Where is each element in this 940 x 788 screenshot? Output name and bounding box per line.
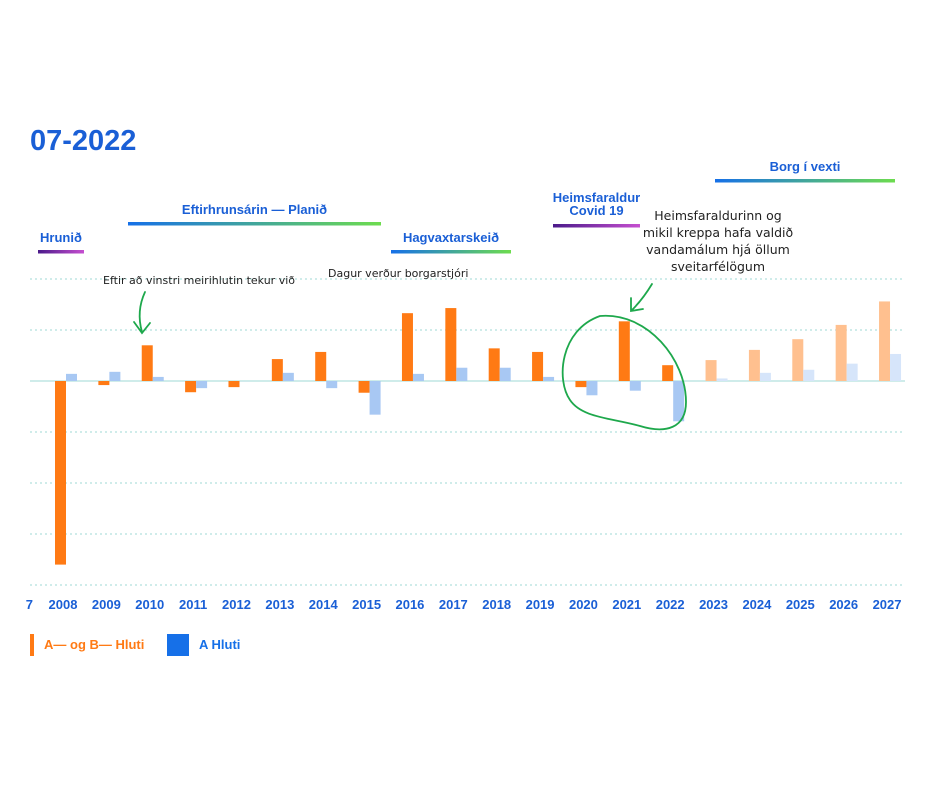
x-tick-label: 2021: [612, 597, 641, 612]
bar-a-og-b-hluti-2017: [445, 308, 457, 381]
bar-a-hluti-2015: [369, 381, 381, 415]
bar-a-og-b-hluti-2014: [315, 351, 327, 381]
x-tick-label: 7: [26, 597, 33, 612]
bar-a-hluti-2016: [412, 373, 424, 381]
x-tick-label: 2008: [49, 597, 78, 612]
x-tick-label: 2009: [92, 597, 121, 612]
annotation-layer: Eftir að vinstri meirihlutin tekur við Da…: [103, 208, 793, 431]
x-tick-label: 2014: [309, 597, 339, 612]
bar-a-og-b-hluti-2015: [358, 381, 370, 393]
bar-a-hluti-2013: [282, 372, 294, 381]
annotation-text: Eftir að vinstri meirihlutin tekur við: [103, 274, 295, 287]
bar-a-hluti-2008: [66, 373, 77, 381]
annotation-text: mikil kreppa hafa valdið: [643, 225, 793, 240]
legend-swatch-orange: [30, 634, 34, 656]
x-tick-label: 2027: [873, 597, 902, 612]
x-tick-label: 2012: [222, 597, 251, 612]
x-tick-label: 2011: [179, 597, 207, 612]
period-label: Heimsfaraldur: [553, 190, 640, 205]
x-tick-label: 2025: [786, 597, 815, 612]
bar-a-og-b-hluti-2022: [662, 365, 674, 381]
bar-a-og-b-hluti-2010: [141, 345, 153, 381]
bar-a-hluti-2020: [586, 381, 598, 396]
annotation-text: sveitarfélögum: [671, 259, 765, 274]
grid-layer: [30, 278, 905, 586]
bar-a-og-b-hluti-2024: [748, 349, 760, 381]
bar-a-hluti-2009: [109, 371, 121, 381]
x-tick-label: 2010: [135, 597, 164, 612]
bar-a-hluti-2010: [152, 376, 164, 381]
x-tick-label: 2026: [829, 597, 858, 612]
bar-a-hluti-2019: [543, 376, 555, 381]
bar-a-og-b-hluti-2018: [488, 348, 500, 381]
period-bar: [128, 222, 381, 226]
bar-a-hluti-2022: [673, 381, 685, 422]
legend-label-a-hluti: A Hluti: [199, 637, 240, 652]
bar-a-og-b-hluti-2016: [401, 313, 413, 381]
x-tick-label: 2018: [482, 597, 511, 612]
annotation-arrow: [630, 283, 653, 313]
bar-a-hluti-2017: [456, 367, 468, 381]
chart-title: 07-2022: [30, 125, 136, 157]
period-label: Covid 19: [569, 203, 623, 218]
period-label: Eftirhrunsárin — Planið: [182, 202, 327, 217]
bar-a-og-b-hluti-2008: [55, 381, 66, 565]
period-bar: [391, 250, 511, 254]
bar-a-og-b-hluti-2012: [228, 381, 240, 388]
bar-a-hluti-2025: [803, 369, 815, 381]
legend: A— og B— Hluti A Hluti: [30, 634, 240, 656]
period-bar: [715, 179, 895, 183]
bar-a-hluti-2026: [846, 363, 858, 381]
period-layer: Hrunið Eftirhrunsárin — Planið Hagvaxtarsk…: [38, 159, 895, 254]
annotation-arrow: [133, 291, 151, 335]
annotation-text: Heimsfaraldurinn og: [654, 208, 781, 223]
bar-a-hluti-2023: [716, 378, 728, 381]
bar-layer: [55, 301, 902, 565]
annotation-text: Dagur verður borgarstjóri: [328, 267, 468, 280]
x-tick-label: 2017: [439, 597, 468, 612]
x-tick-label: 2020: [569, 597, 598, 612]
period-bar: [553, 224, 640, 228]
bar-a-og-b-hluti-2020: [575, 381, 587, 388]
x-tick-label: 2023: [699, 597, 728, 612]
x-tick-label: 2019: [526, 597, 555, 612]
bar-a-hluti-2011: [196, 381, 208, 389]
bar-a-og-b-hluti-2026: [835, 324, 847, 381]
period-bar: [38, 250, 84, 254]
bar-a-og-b-hluti-2019: [532, 351, 544, 381]
bar-a-og-b-hluti-2025: [792, 339, 804, 381]
period-label: Hrunið: [40, 230, 82, 245]
x-tick-label: 2016: [395, 597, 424, 612]
bar-a-og-b-hluti-2021: [618, 321, 630, 381]
bar-a-hluti-2021: [629, 381, 641, 391]
period-label: Hagvaxtarskeið: [403, 230, 499, 245]
bar-a-hluti-2018: [499, 367, 511, 381]
annotation-circle: [561, 315, 687, 431]
x-tick-label: 2013: [265, 597, 294, 612]
bar-a-og-b-hluti-2013: [271, 359, 283, 381]
x-tick-label: 2024: [742, 597, 772, 612]
legend-swatch-blue: [167, 634, 189, 656]
x-tick-layer: 7 2008 2009 2010 2011 2012 2013 2014 2015 2016 201…: [26, 597, 902, 612]
bar-a-hluti-2014: [326, 381, 338, 389]
legend-label-a-og-b: A— og B— Hluti: [44, 637, 144, 652]
x-tick-label: 2015: [352, 597, 381, 612]
bar-a-og-b-hluti-2009: [98, 381, 110, 386]
bar-a-og-b-hluti-2011: [185, 381, 197, 393]
annotation-text: vandamálum hjá öllum: [646, 242, 790, 257]
bar-a-og-b-hluti-2027: [879, 301, 891, 381]
period-label: Borg í vexti: [770, 159, 841, 174]
bar-a-og-b-hluti-2023: [705, 360, 717, 381]
x-tick-label: 2022: [656, 597, 685, 612]
bar-a-hluti-2024: [759, 372, 771, 381]
bar-a-hluti-2027: [890, 353, 902, 381]
